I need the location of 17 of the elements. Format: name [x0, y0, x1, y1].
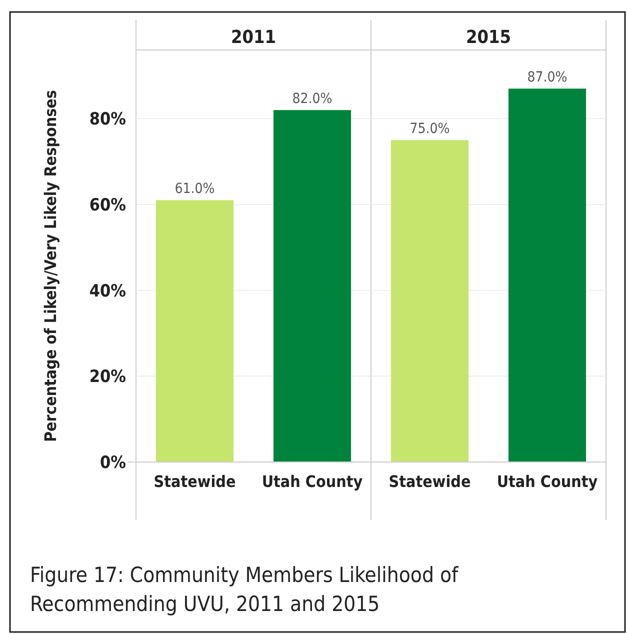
x-tick-label: Utah County: [496, 472, 598, 491]
chart-title: 2015: [466, 27, 512, 48]
y-tick-label: 60%: [89, 195, 126, 216]
y-tick-label: 0%: [100, 452, 126, 473]
y-axis-title: Percentage of Likely/Very Likely Responses: [41, 90, 60, 442]
data-label: 82.0%: [292, 91, 332, 108]
x-tick-label: Statewide: [388, 472, 471, 491]
x-tick-label: Utah County: [262, 472, 364, 491]
y-tick-label: 40%: [89, 281, 126, 302]
data-label: 61.0%: [174, 181, 215, 198]
data-label: 87.0%: [527, 70, 568, 86]
y-tick-label: 20%: [89, 367, 126, 388]
x-tick-label: Statewide: [154, 472, 236, 491]
data-label: 75.0%: [410, 121, 450, 138]
y-tick-label: 80%: [89, 110, 126, 130]
caption: Figure 17: Community Members Likelihood of Recommending UVU, 2011 and 2015: [30, 563, 460, 616]
chart-title: 2011: [230, 27, 276, 48]
